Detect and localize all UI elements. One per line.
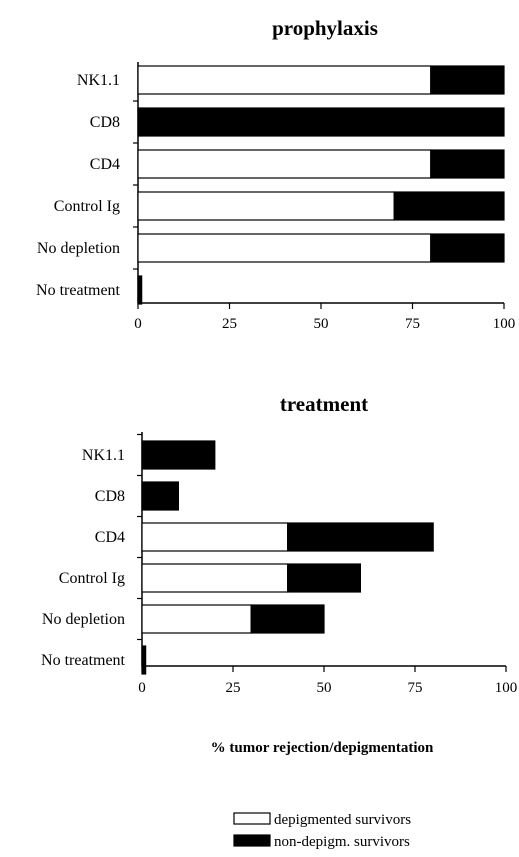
legend-label: depigmented survivors — [274, 812, 411, 828]
category-label: NK1.1 — [77, 72, 120, 89]
bar-non-depigmented — [393, 191, 505, 221]
category-label: Control Ig — [54, 198, 120, 215]
category-label: CD4 — [90, 156, 120, 173]
bar-non-depigmented — [141, 481, 180, 511]
category-label: No depletion — [42, 611, 125, 628]
x-tick-label: 50 — [317, 680, 332, 696]
bar-non-depigmented — [430, 65, 505, 95]
category-label: CD8 — [90, 114, 120, 131]
bar-non-depigmented — [250, 604, 325, 634]
x-tick-label: 50 — [314, 316, 329, 332]
x-tick-label: 75 — [408, 680, 423, 696]
category-label: No treatment — [41, 652, 126, 669]
prophylaxis-chart: prophylaxis 0 25 50 75 100 NK1.1 CD8 CD4 Control … — [36, 16, 515, 332]
x-axis-label: % tumor rejection/depigmentation — [211, 740, 434, 756]
bar-depigmented — [141, 604, 252, 634]
x-tick-label: 100 — [495, 680, 518, 696]
category-label: No treatment — [36, 282, 121, 299]
category-label: No depletion — [37, 240, 120, 257]
bar-non-depigmented — [137, 107, 505, 137]
category-label: CD8 — [95, 488, 125, 505]
category-label: CD4 — [95, 529, 125, 546]
chart-title: prophylaxis — [272, 16, 378, 40]
bar-non-depigmented — [141, 645, 147, 675]
x-tick-label: 100 — [493, 316, 516, 332]
legend-label: non-depigm. survivors — [274, 834, 410, 850]
bar-non-depigmented — [287, 522, 434, 552]
bar-non-depigmented — [287, 563, 362, 593]
legend-swatch — [233, 812, 271, 825]
x-tick-label: 25 — [226, 680, 241, 696]
x-tick-label: 0 — [134, 316, 142, 332]
legend-swatch — [233, 834, 271, 847]
bar-depigmented — [137, 65, 432, 95]
bar-depigmented — [141, 522, 289, 552]
bar-depigmented — [137, 191, 395, 221]
x-tick-label: 25 — [222, 316, 237, 332]
bar-non-depigmented — [430, 233, 505, 263]
bar-depigmented — [137, 149, 432, 179]
category-label: Control Ig — [59, 570, 125, 587]
x-tick-label: 0 — [138, 680, 146, 696]
bar-non-depigmented — [430, 149, 505, 179]
x-tick-label: 75 — [405, 316, 420, 332]
bar-non-depigmented — [141, 440, 216, 470]
chart-title: treatment — [280, 392, 368, 416]
legend: depigmented survivors non-depigm. survivo… — [233, 812, 411, 850]
bar-depigmented — [141, 563, 289, 593]
treatment-chart: treatment 0 25 50 75 100 NK1.1 CD8 CD4 Control Ig… — [41, 392, 517, 756]
category-label: NK1.1 — [82, 447, 125, 464]
bar-non-depigmented — [137, 275, 143, 305]
bar-depigmented — [137, 233, 432, 263]
